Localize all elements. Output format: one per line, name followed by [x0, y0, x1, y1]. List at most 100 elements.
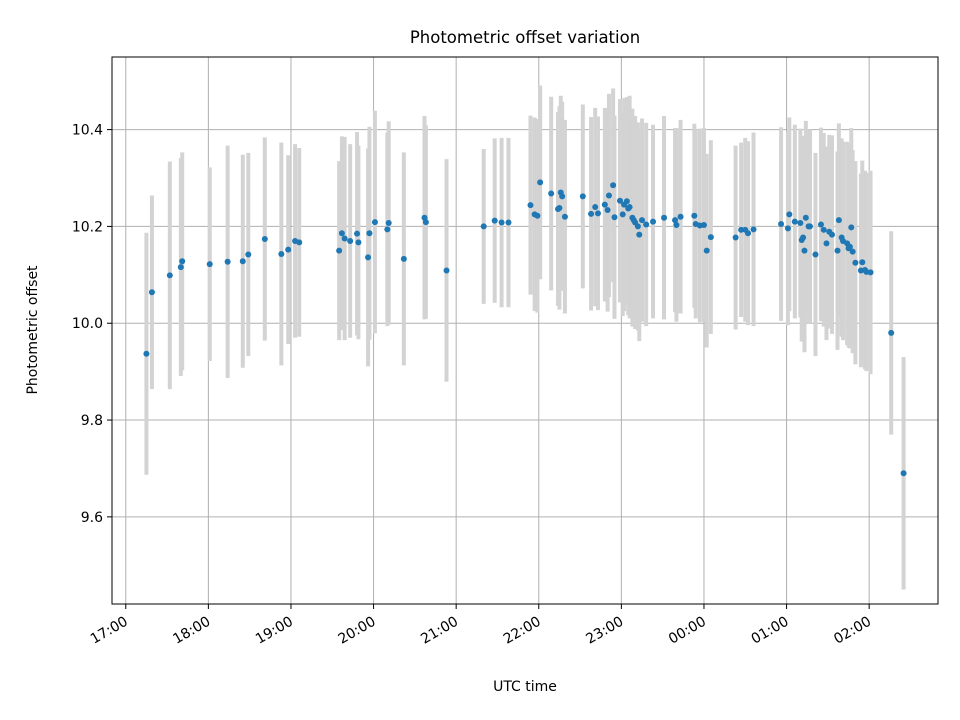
data-point	[626, 204, 633, 211]
data-point	[750, 226, 757, 233]
data-point	[355, 239, 362, 246]
data-point	[527, 202, 534, 209]
data-point	[285, 246, 292, 253]
data-point	[534, 212, 541, 219]
data-point	[177, 264, 184, 271]
data-point	[224, 258, 231, 265]
data-point	[605, 192, 612, 199]
data-point	[341, 235, 348, 242]
data-point	[703, 247, 710, 254]
data-point	[643, 221, 650, 228]
data-point	[371, 219, 378, 226]
data-point	[673, 221, 680, 228]
data-point	[443, 267, 450, 274]
data-point	[611, 214, 618, 221]
data-point	[261, 236, 268, 243]
data-point	[806, 223, 813, 230]
data-point	[422, 219, 429, 226]
data-point	[677, 213, 684, 220]
data-point	[852, 259, 859, 266]
data-point	[498, 219, 505, 226]
data-point	[548, 190, 555, 197]
y-axis-label: Photometric offset	[25, 265, 41, 395]
data-point	[354, 230, 361, 237]
data-point	[634, 223, 641, 230]
data-point	[867, 269, 874, 276]
data-point	[296, 239, 303, 246]
data-point	[384, 226, 391, 233]
data-point	[245, 251, 252, 258]
data-point	[823, 240, 830, 247]
data-point	[846, 243, 853, 250]
data-point	[834, 247, 841, 254]
data-point	[888, 329, 895, 336]
data-point	[601, 201, 608, 208]
data-point	[561, 213, 568, 220]
data-point	[797, 220, 804, 227]
chart-title: Photometric offset variation	[410, 28, 640, 47]
data-point	[619, 211, 626, 218]
data-point	[786, 211, 793, 218]
y-tick-label: 10.4	[72, 123, 103, 139]
data-point	[579, 193, 586, 200]
data-point	[745, 230, 752, 237]
data-point	[828, 231, 835, 238]
data-point	[661, 214, 668, 221]
data-point	[791, 218, 798, 225]
y-tick-label: 10.2	[72, 219, 103, 235]
data-point	[623, 198, 630, 205]
data-point	[365, 254, 372, 261]
data-point	[900, 470, 907, 477]
data-point	[859, 259, 866, 266]
data-point	[480, 223, 487, 230]
data-point	[559, 193, 566, 200]
data-point	[848, 224, 855, 231]
data-point	[650, 218, 657, 225]
data-point	[778, 221, 785, 228]
plot-frame	[111, 56, 939, 605]
data-point	[691, 212, 698, 219]
data-point	[604, 206, 611, 213]
data-point	[784, 225, 791, 232]
data-point	[491, 217, 498, 224]
data-point	[835, 217, 842, 224]
data-point	[707, 234, 714, 241]
data-point	[802, 214, 809, 221]
y-tick-label: 9.8	[81, 413, 103, 429]
data-point	[166, 272, 173, 279]
x-axis-label: UTC time	[493, 679, 557, 695]
data-point	[610, 182, 617, 189]
data-point	[812, 251, 819, 258]
data-point	[556, 205, 563, 212]
data-point	[636, 231, 643, 238]
data-point	[594, 210, 601, 217]
data-point	[537, 179, 544, 186]
data-point	[400, 255, 407, 262]
data-point	[179, 258, 186, 265]
data-point	[639, 217, 646, 224]
data-point	[278, 251, 285, 258]
data-point	[336, 247, 343, 254]
data-point	[700, 221, 707, 228]
data-markers	[143, 179, 907, 477]
data-point	[592, 204, 599, 211]
y-tick-label: 9.6	[81, 510, 103, 526]
y-tick-label: 10.0	[72, 316, 103, 332]
data-point	[820, 226, 827, 233]
data-point	[732, 234, 739, 241]
data-point	[800, 234, 807, 241]
data-point	[801, 247, 808, 254]
data-point	[338, 230, 345, 237]
data-point	[616, 197, 623, 204]
data-point	[143, 350, 150, 357]
data-point	[148, 289, 155, 296]
data-point	[505, 219, 512, 226]
data-point	[239, 258, 246, 265]
data-point	[849, 248, 856, 255]
data-point	[738, 226, 745, 233]
y-axis: 9.6 9.8 10.0 10.2 10.4	[72, 123, 112, 526]
data-point	[588, 210, 595, 217]
data-point	[672, 217, 679, 224]
